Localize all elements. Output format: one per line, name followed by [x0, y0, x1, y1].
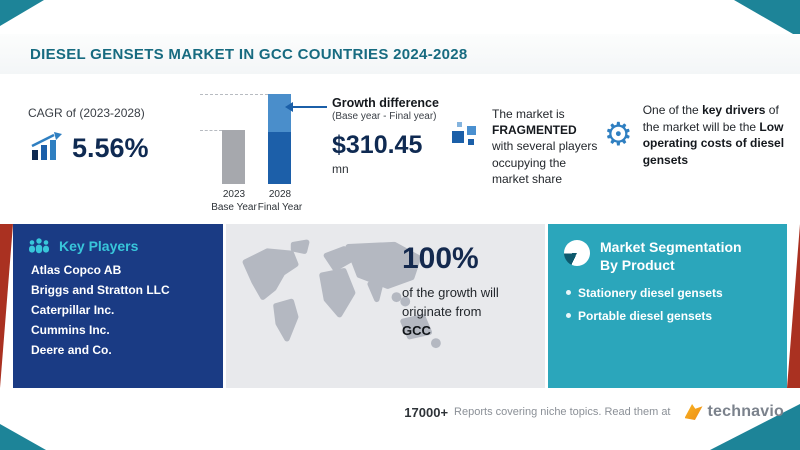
cagr-block: CAGR of (2023-2028) 5.56% — [28, 106, 188, 162]
fragmented-text: The market is FRAGMENTED with several pl… — [492, 106, 600, 187]
arrowhead-icon — [285, 102, 293, 112]
cagr-value: 5.56% — [72, 133, 149, 163]
driver-segment: of the market will be the — [642, 103, 779, 134]
key-player-item: Caterpillar Inc. — [31, 303, 115, 317]
footer: 17000+ Reports covering niche topics. Re… — [404, 403, 784, 421]
fragment-square — [467, 126, 476, 135]
bar-caption: Base Year — [211, 202, 257, 213]
dashed-guide-final-year — [200, 94, 268, 95]
growth-difference-unit: mn — [332, 162, 349, 176]
segmentation-header: Market Segmentation By Product — [564, 238, 771, 274]
technavio-logo: technavio — [684, 403, 785, 421]
pie-chart-icon — [564, 240, 590, 266]
key-players-panel: Key Players Atlas Copco AB Briggs and St… — [13, 224, 223, 388]
growth-difference-block: Growth difference (Base year - Final yea… — [332, 96, 462, 176]
bar-caption: Final Year — [257, 202, 303, 213]
fragment-square — [468, 139, 474, 145]
footer-note: Reports covering niche topics. Read them… — [454, 406, 671, 418]
growth-arrow — [285, 102, 327, 112]
growth-origin-panel: 100% of the growth will originate from G… — [226, 224, 545, 388]
key-player-item: Deere and Co. — [31, 343, 112, 357]
fragment-square — [452, 131, 464, 143]
key-players-header: Key Players — [27, 236, 209, 256]
driver-bold-key-drivers: key drivers — [702, 103, 766, 117]
bar-year: 2028 — [268, 189, 292, 200]
bar-chart: 2023 Base Year 2028 Final Year — [198, 92, 330, 214]
technavio-wordmark: technavio — [707, 403, 784, 420]
bar-label-final-year: 2028 Final Year — [253, 188, 307, 214]
technavio-logo-icon — [684, 404, 703, 420]
bar-chart-growth-icon — [31, 132, 62, 160]
cagr-label: CAGR of (2023-2028) — [28, 106, 145, 120]
people-icon — [29, 238, 49, 254]
bar-label-base-year: 2023 Base Year — [207, 188, 261, 214]
fragmented-text-pre: The market is — [492, 107, 565, 121]
growth-origin-text: 100% of the growth will originate from G… — [402, 244, 540, 338]
fragmented-text-post: with several players occupying the marke… — [492, 139, 598, 186]
fragments-icon — [452, 122, 482, 152]
corner-accent-bottom-left — [0, 424, 46, 450]
segmentation-item: Stationery diesel gensets — [564, 286, 771, 300]
fragment-square — [457, 122, 462, 127]
fragmented-highlight: FRAGMENTED — [492, 123, 577, 138]
red-accent-left — [0, 224, 13, 388]
world-map — [242, 239, 441, 349]
key-player-item: Cummins Inc. — [31, 323, 110, 337]
segmentation-title: Market Segmentation By Product — [600, 239, 742, 274]
growth-origin-line: originate from — [402, 303, 482, 319]
key-players-list: Atlas Copco AB Briggs and Stratton LLC C… — [27, 263, 209, 357]
page-title: DIESEL GENSETS MARKET IN GCC COUNTRIES 2… — [30, 45, 468, 63]
corner-accent-top-right — [734, 0, 800, 38]
growth-difference-value: $310.45 — [332, 131, 423, 159]
growth-origin-value: 100% — [402, 242, 479, 275]
growth-origin-region: GCC — [402, 322, 431, 338]
growth-difference-subtitle: (Base year - Final year) — [332, 111, 437, 122]
bar-growth-segment — [268, 94, 291, 132]
key-player-item: Atlas Copco AB — [31, 263, 122, 277]
bar-year: 2023 — [222, 189, 246, 200]
corner-accent-top-left — [0, 0, 44, 26]
market-segmentation-panel: Market Segmentation By Product Stationer… — [548, 224, 787, 388]
cagr-row: 5.56% — [28, 132, 188, 162]
growth-difference-title: Growth difference — [332, 96, 439, 110]
reports-count: 17000+ — [404, 404, 449, 420]
dashed-guide-base-year — [200, 130, 222, 131]
gear-icon: ⚙ — [604, 116, 633, 152]
key-players-title: Key Players — [59, 238, 139, 254]
red-accent-right — [787, 224, 800, 388]
growth-origin-line: of the growth will — [402, 285, 499, 300]
fragmented-block: The market is FRAGMENTED with several pl… — [452, 106, 604, 187]
driver-segment: One of the — [642, 103, 703, 117]
driver-bold-low-costs: Low operating costs of diesel gensets — [642, 119, 785, 167]
segmentation-item: Portable diesel gensets — [564, 309, 771, 323]
key-driver-block: ⚙ One of the key drivers of the market w… — [604, 102, 794, 168]
key-driver-text: One of the key drivers of the market wil… — [643, 102, 789, 168]
key-player-item: Briggs and Stratton LLC — [31, 283, 170, 297]
bar-2023-base-year — [222, 130, 245, 184]
segmentation-list: Stationery diesel gensets Portable diese… — [564, 286, 771, 323]
header-band: DIESEL GENSETS MARKET IN GCC COUNTRIES 2… — [0, 34, 800, 74]
